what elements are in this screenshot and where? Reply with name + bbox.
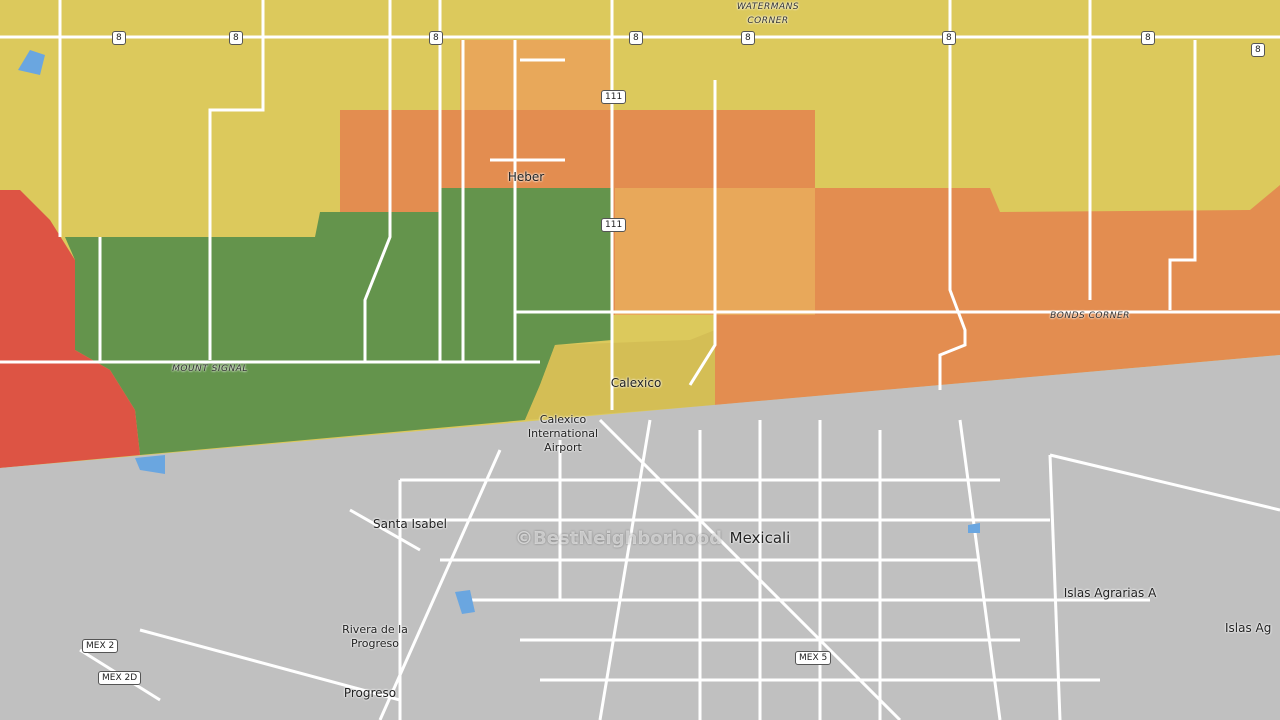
water bbox=[18, 50, 980, 614]
place-label: Progreso bbox=[343, 686, 397, 700]
place-label: Rivera de la Progreso bbox=[342, 623, 408, 650]
route-shield: MEX 2 bbox=[82, 639, 119, 653]
route-shield: MEX 2D bbox=[98, 671, 142, 685]
place-label: Calexico International Airport bbox=[527, 413, 599, 454]
zone-red bbox=[0, 190, 140, 468]
route-shield: 8 bbox=[1141, 31, 1155, 45]
place-label: WATERMANS CORNER bbox=[736, 2, 800, 26]
route-shield: 8 bbox=[942, 31, 956, 45]
zone-green bbox=[65, 188, 612, 455]
route-shield: 8 bbox=[429, 31, 443, 45]
route-shield: 8 bbox=[629, 31, 643, 45]
place-label: Islas Agrarias A bbox=[1063, 586, 1157, 600]
place-label: BONDS CORNER bbox=[1050, 311, 1130, 321]
route-shield: 8 bbox=[229, 31, 243, 45]
route-shield: 8 bbox=[1251, 43, 1265, 57]
place-label: Calexico bbox=[610, 376, 662, 390]
place-label: MOUNT SIGNAL bbox=[172, 364, 248, 374]
route-shield: 111 bbox=[601, 218, 627, 232]
place-label: Santa Isabel bbox=[373, 517, 447, 531]
zone-mexico bbox=[0, 355, 1280, 720]
zone-yellow-small bbox=[525, 330, 715, 420]
route-shield: 111 bbox=[601, 90, 627, 104]
zone-light-orange bbox=[460, 40, 610, 110]
place-label: Heber bbox=[507, 170, 545, 184]
route-shield: MEX 5 bbox=[795, 651, 832, 665]
place-label: Islas Ag bbox=[1225, 621, 1272, 635]
watermark: ©BestNeighborhood bbox=[515, 528, 722, 549]
place-label: Mexicali bbox=[729, 529, 791, 547]
route-shield: 8 bbox=[112, 31, 126, 45]
route-shield: 8 bbox=[741, 31, 755, 45]
